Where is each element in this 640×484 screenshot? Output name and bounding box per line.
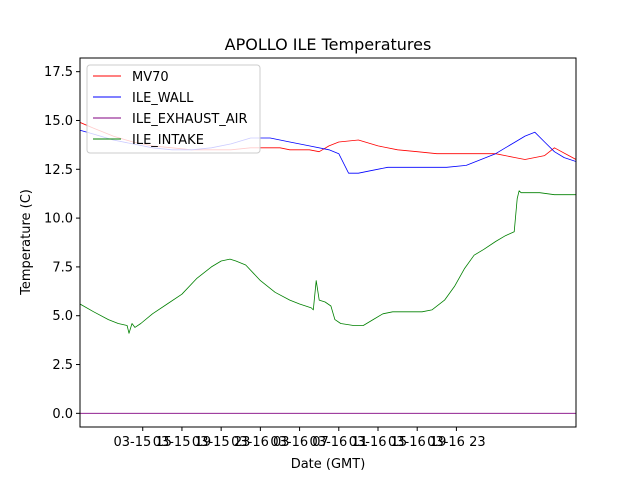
x-axis-label: Date (GMT)	[291, 457, 366, 472]
x-tick-label: 03-16 11	[310, 435, 368, 450]
y-axis-label: Temperature (C)	[19, 189, 34, 296]
chart-title: APOLLO ILE Temperatures	[225, 35, 432, 54]
x-tick-label: 03-16 23	[427, 435, 485, 450]
legend-label: ILE_INTAKE	[132, 133, 204, 148]
x-tick-label: 03-16 15	[349, 435, 407, 450]
series-layer	[80, 122, 576, 414]
y-tick-label: 2.5	[52, 358, 73, 373]
series-line-ile-intake	[80, 190, 576, 334]
legend-label: ILE_EXHAUST_AIR	[132, 112, 248, 127]
y-tick-label: 10.0	[44, 212, 73, 227]
chart-legend: MV70 ILE_WALL ILE_EXHAUST_AIR ILE_INTAKE	[86, 64, 261, 154]
x-tick-label: 03-15 15	[114, 435, 172, 450]
y-tick-label: 15.0	[44, 114, 73, 129]
x-tick-label: 03-16 07	[270, 435, 328, 450]
x-tick-label: 03-15 23	[192, 435, 250, 450]
y-axis: 0.0 2.5 5.0 7.5 10.0 12.5 15.0 17.5	[44, 65, 80, 422]
legend-label: MV70	[132, 70, 169, 85]
y-tick-label: 12.5	[44, 163, 73, 178]
y-tick-label: 0.0	[52, 407, 73, 422]
x-tick-label: 03-16 03	[231, 435, 289, 450]
x-tick-label: 03-16 19	[388, 435, 446, 450]
y-tick-label: 7.5	[52, 260, 73, 275]
y-tick-label: 17.5	[44, 65, 73, 80]
y-tick-label: 5.0	[52, 309, 73, 324]
plot-area-frame	[79, 57, 577, 428]
x-tick-label: 03-15 19	[153, 435, 211, 450]
legend-label: ILE_WALL	[132, 91, 194, 106]
legend-box	[86, 64, 261, 154]
